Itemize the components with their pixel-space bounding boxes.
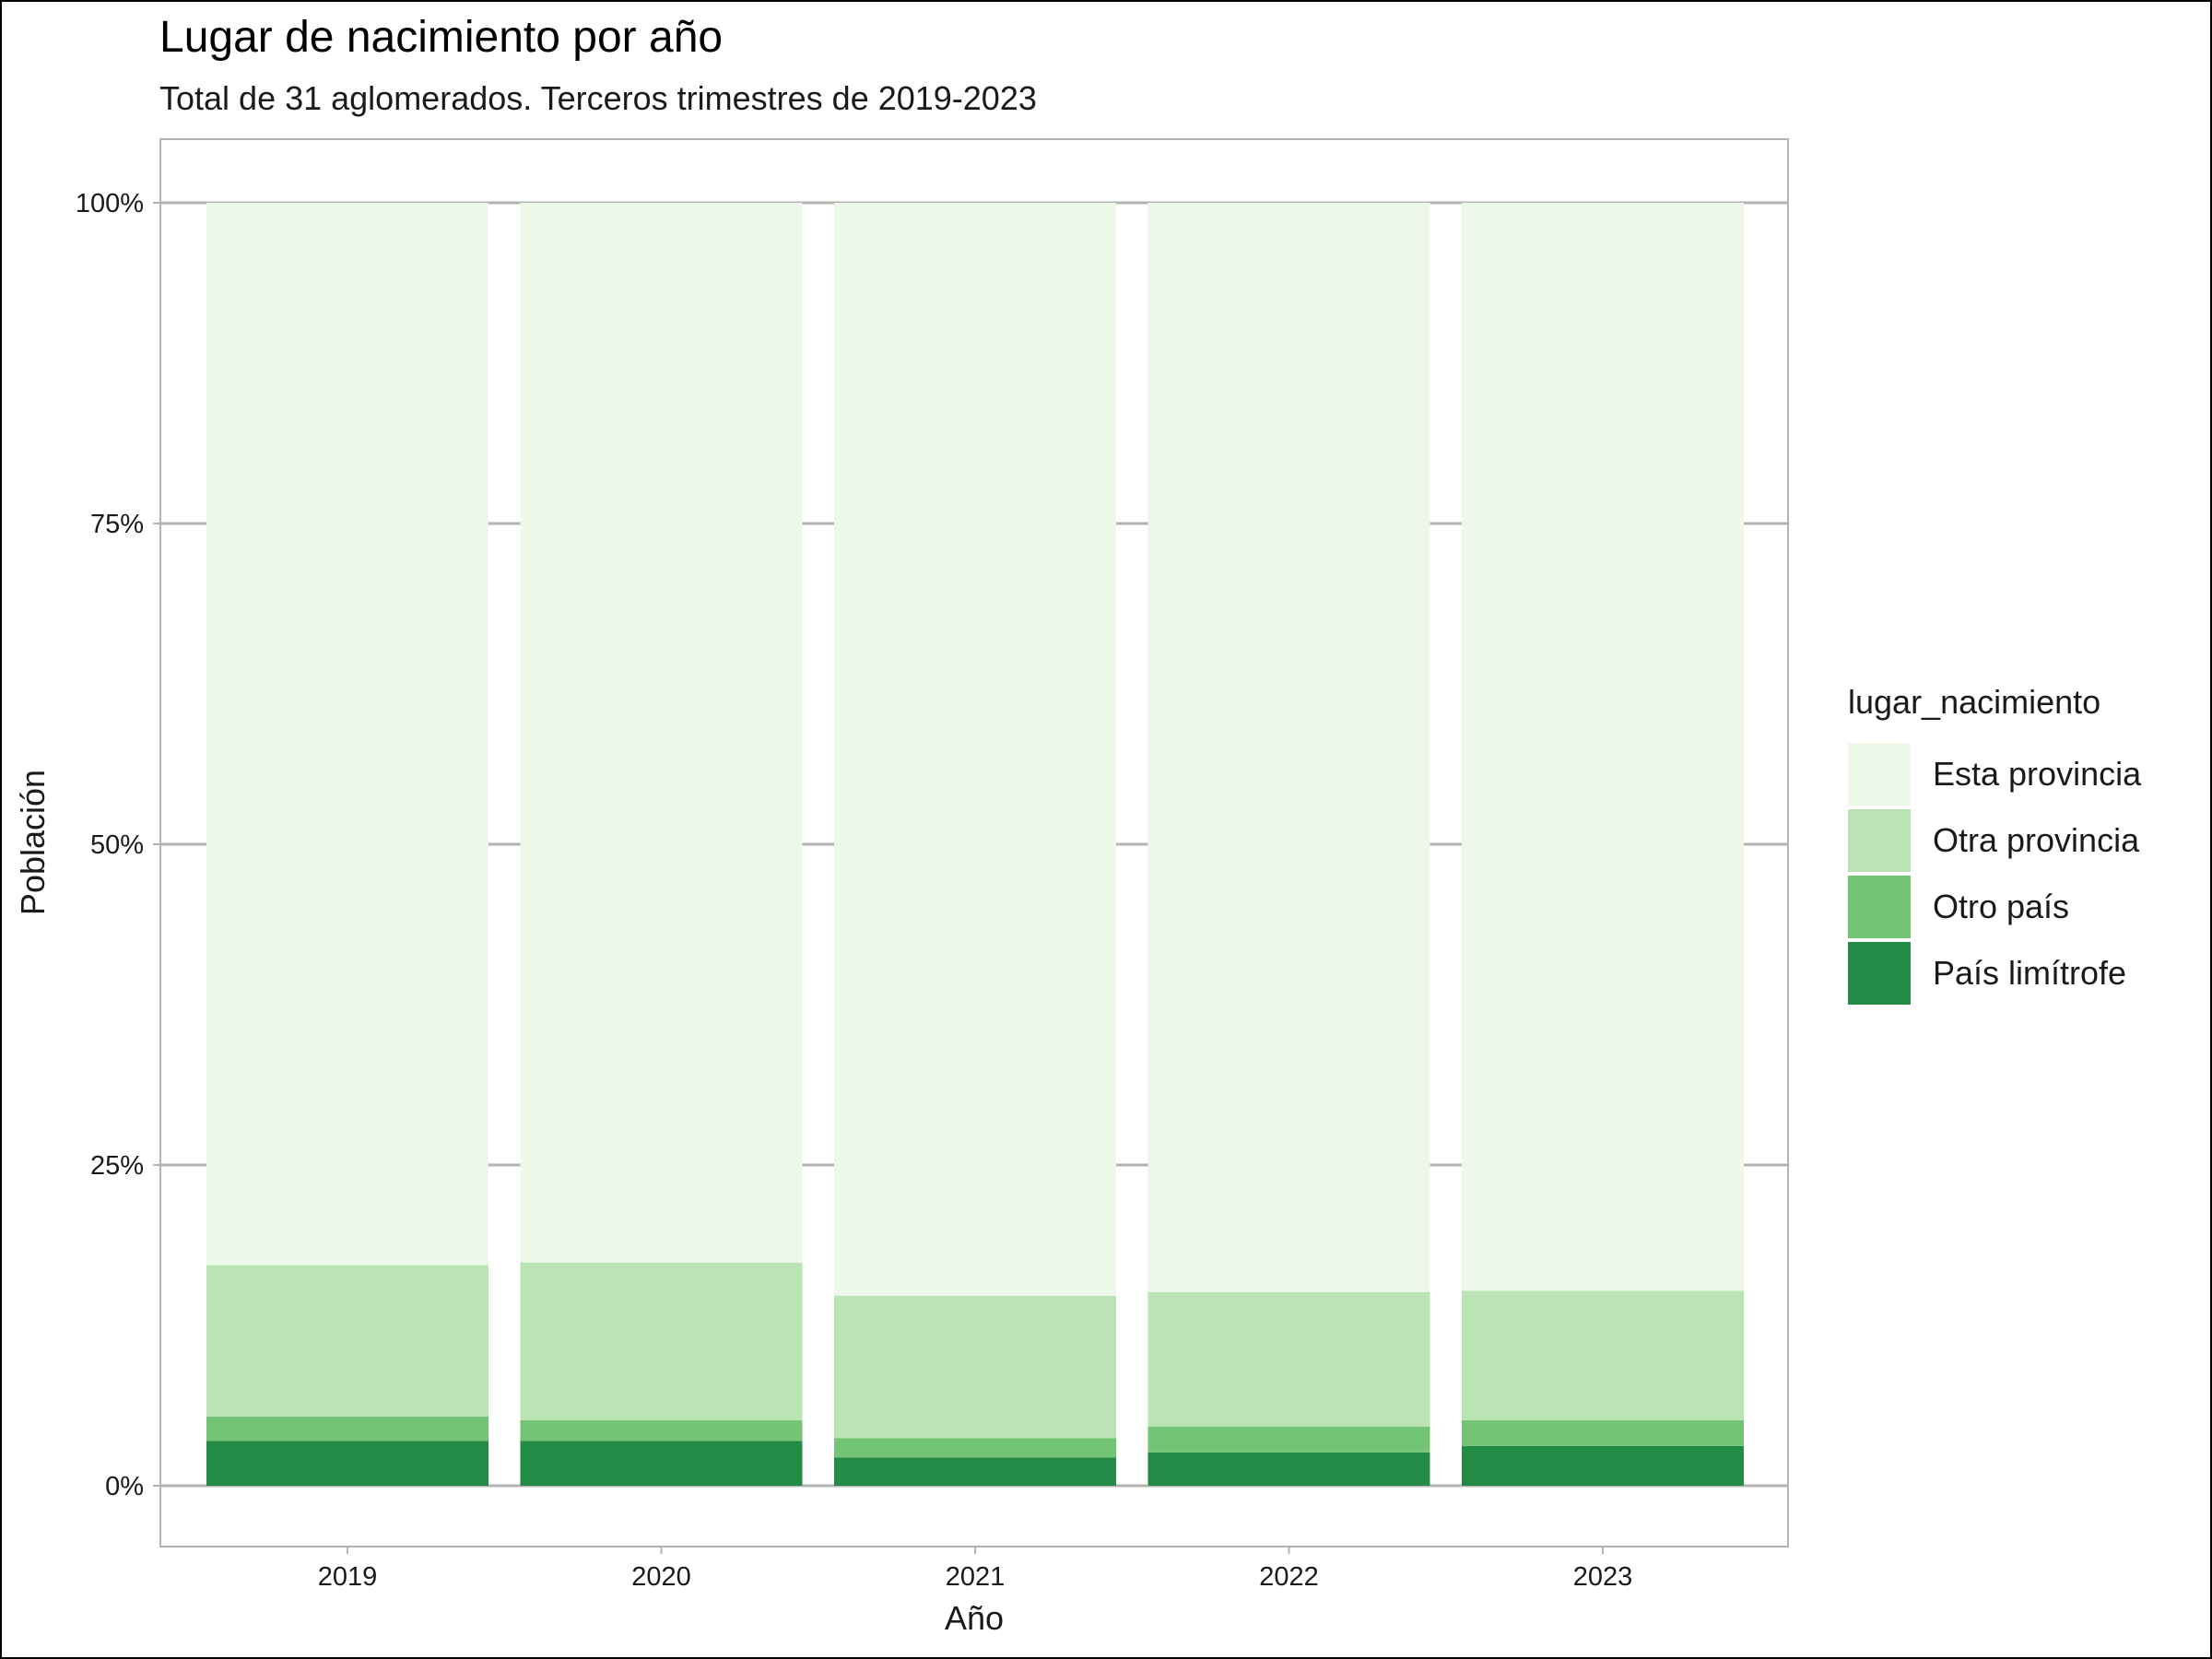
legend-label: Otro país [1933, 888, 2069, 925]
x-tick-label: 2021 [946, 1562, 1006, 1592]
bar-segment-2023-otro-país [1462, 1420, 1744, 1446]
x-tick-label: 2022 [1259, 1562, 1319, 1592]
y-axis-title: Población [14, 770, 52, 915]
y-tick-label: 0% [105, 1472, 144, 1501]
x-tick-label: 2019 [318, 1562, 378, 1592]
x-axis-ticks: 2019 2020 2021 2022 2023 [318, 1547, 1633, 1592]
bar-segment-2023-país-limítrofe [1462, 1445, 1744, 1486]
legend-swatch [1848, 942, 1911, 1005]
y-tick-label: 100% [76, 189, 144, 218]
bar-segment-2020-esta-provincia [520, 203, 803, 1263]
bar-segment-2019-país-limítrofe [206, 1441, 488, 1486]
bar-segment-2021-país-limítrofe [834, 1457, 1116, 1486]
legend-swatch [1848, 809, 1911, 872]
x-tick-label: 2020 [631, 1562, 691, 1592]
legend-items: Esta provincia Otra provincia Otro país Paí… [1848, 743, 2142, 1005]
bar-segment-2020-país-limítrofe [520, 1441, 803, 1486]
bar-segment-2019-otra-provincia [206, 1265, 488, 1417]
y-tick-label: 75% [90, 510, 144, 539]
y-axis-ticks: 0% 25% 50% 75% 100% [76, 189, 160, 1501]
bar-segment-2021-otro-país [834, 1438, 1116, 1458]
bar-segment-2019-esta-provincia [206, 203, 488, 1265]
bar-segment-2020-otro-país [520, 1420, 803, 1441]
bars [206, 203, 1744, 1486]
bar-segment-2021-otra-provincia [834, 1295, 1116, 1439]
x-tick-label: 2023 [1573, 1562, 1633, 1592]
bar-segment-2022-otra-provincia [1147, 1291, 1430, 1427]
bar-segment-2021-esta-provincia [834, 203, 1116, 1296]
legend-label: Otra provincia [1933, 821, 2140, 859]
legend-title: lugar_nacimiento [1848, 683, 2100, 721]
chart-subtitle: Total de 31 aglomerados. Terceros trimes… [159, 79, 1037, 117]
bar-segment-2023-esta-provincia [1462, 203, 1744, 1291]
y-tick-label: 50% [90, 830, 144, 860]
bar-segment-2023-otra-provincia [1462, 1290, 1744, 1421]
legend: lugar_nacimiento Esta provincia Otra prov… [1848, 683, 2142, 1005]
legend-label: País limítrofe [1933, 954, 2126, 992]
legend-swatch [1848, 743, 1911, 806]
bar-segment-2022-esta-provincia [1147, 203, 1430, 1292]
bar-segment-2022-otro-país [1147, 1426, 1430, 1453]
x-axis-title: Año [945, 1599, 1004, 1637]
bar-segment-2019-otro-país [206, 1416, 488, 1441]
legend-label: Esta provincia [1933, 755, 2142, 793]
bar-segment-2020-otra-provincia [520, 1262, 803, 1421]
chart-title: Lugar de nacimiento por año [159, 13, 723, 62]
legend-swatch [1848, 876, 1911, 938]
bar-segment-2022-país-limítrofe [1147, 1452, 1430, 1486]
y-tick-label: 25% [90, 1151, 144, 1181]
